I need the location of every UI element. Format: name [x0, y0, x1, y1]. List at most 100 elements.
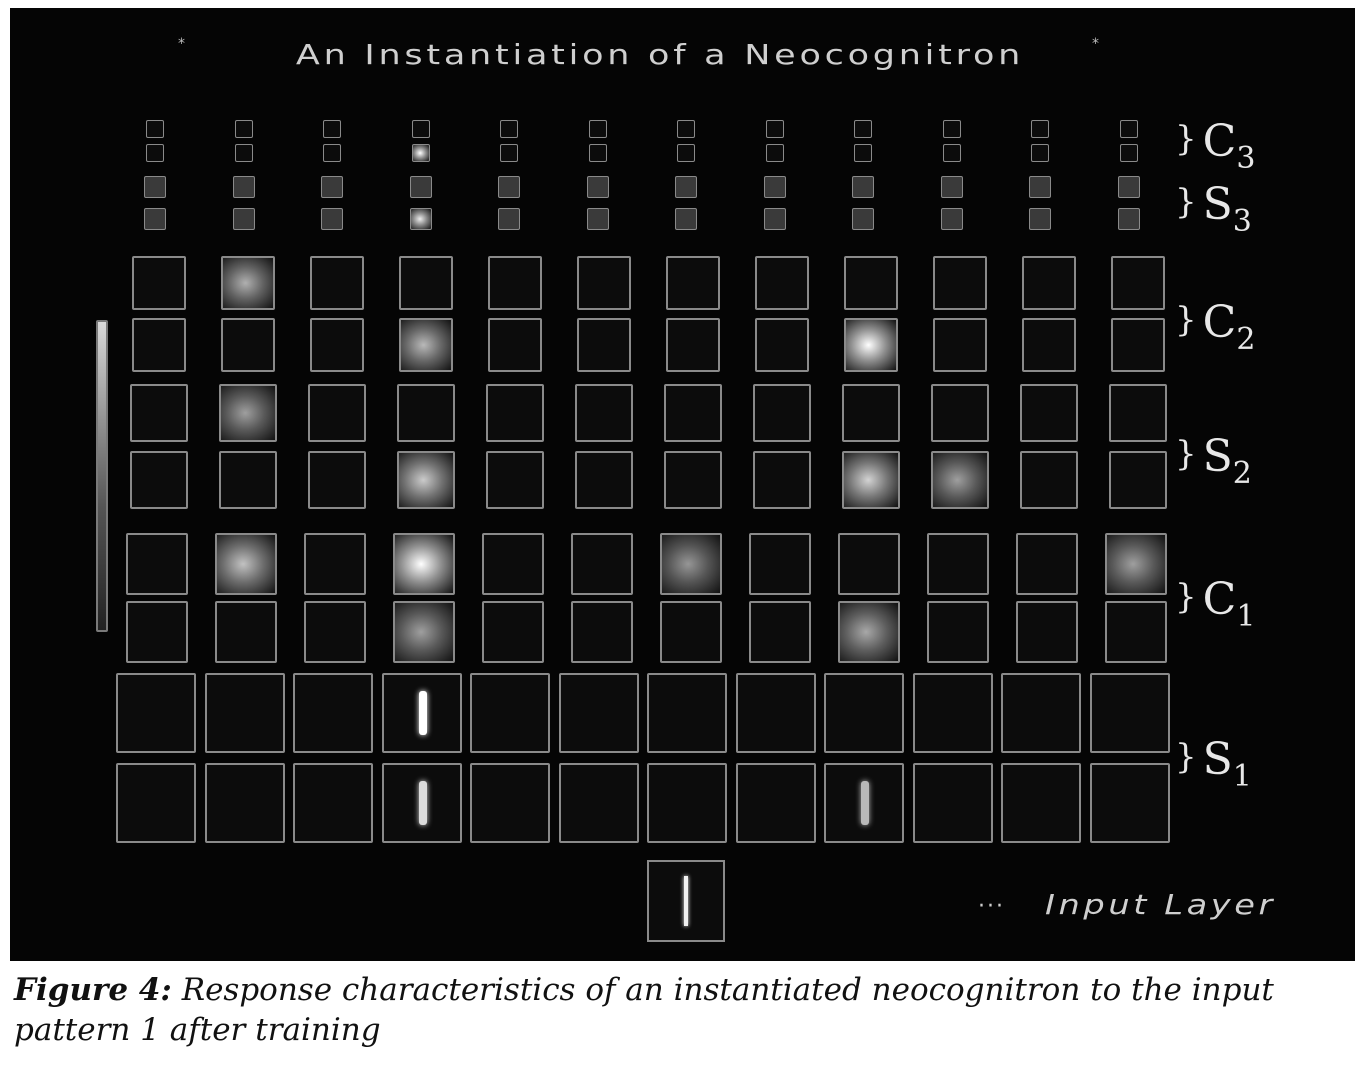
- unit-s1-r1-c1: [204, 763, 285, 843]
- unit-c2-r1-c8: [844, 318, 898, 372]
- unit-c3-r1-c1: [234, 144, 253, 162]
- figure-title: An Instantiation of a Neocognitron: [295, 38, 1025, 71]
- unit-s1-r1-c5: [558, 763, 639, 843]
- layer-label-s2: } S2: [1175, 431, 1252, 491]
- unit-c3-r1-c2: [323, 144, 341, 162]
- unit-c3-r1-c3: [411, 144, 430, 162]
- unit-c3-r0-c9: [942, 120, 961, 138]
- unit-c3-r1-c10: [1031, 144, 1049, 162]
- unit-s3-r0-c5: [586, 176, 609, 198]
- unit-s1-r1-c3: [381, 763, 462, 843]
- unit-c2-r0-c8: [844, 256, 898, 310]
- unit-c1-r1-c5: [571, 601, 633, 663]
- unit-c1-r1-c4: [482, 601, 544, 663]
- unit-c3-r0-c3: [411, 120, 430, 138]
- unit-s3-r0-c11: [1117, 176, 1140, 198]
- unit-c1-r0-c10: [1016, 533, 1078, 595]
- unit-c2-r1-c10: [1022, 318, 1076, 372]
- unit-s3-r0-c2: [321, 176, 343, 198]
- unit-s2-r1-c1: [219, 451, 277, 509]
- unit-c2-r0-c4: [488, 256, 542, 310]
- unit-c1-r0-c8: [838, 533, 900, 595]
- unit-c2-r0-c5: [577, 256, 631, 310]
- layer-label-s3: } S3: [1175, 179, 1252, 239]
- unit-s1-r1-c7: [735, 763, 816, 843]
- unit-s1-r1-c4: [470, 763, 550, 843]
- unit-s1-r1-c6: [647, 763, 727, 843]
- unit-c1-r0-c9: [927, 533, 989, 595]
- unit-s3-r0-c8: [852, 176, 874, 198]
- unit-c1-r0-c2: [304, 533, 366, 595]
- unit-s2-r0-c0: [130, 384, 188, 442]
- activation-stroke: [861, 781, 869, 825]
- unit-s1-r0-c5: [558, 673, 639, 753]
- unit-c3-r0-c1: [234, 120, 253, 138]
- unit-c1-r1-c3: [393, 601, 455, 663]
- unit-s3-r1-c0: [144, 208, 166, 230]
- star-mark-left: *: [178, 36, 185, 52]
- unit-s2-r0-c2: [308, 384, 366, 442]
- activation-stroke: [418, 781, 427, 825]
- unit-c1-r1-c7: [749, 601, 811, 663]
- unit-s2-r0-c8: [842, 384, 900, 442]
- unit-c3-r1-c5: [588, 144, 607, 162]
- activity-scale-bar: [96, 320, 108, 632]
- unit-s3-r1-c6: [675, 208, 697, 230]
- unit-c2-r1-c5: [577, 318, 631, 372]
- unit-s1-r0-c0: [116, 673, 196, 753]
- figure-caption: Figure 4: Response characteristics of an…: [14, 970, 1344, 1050]
- unit-s3-r1-c4: [498, 208, 520, 230]
- neocognitron-figure: * * An Instantiation of a Neocognitron }…: [10, 8, 1355, 961]
- unit-c1-r0-c11: [1105, 533, 1167, 595]
- unit-c1-r0-c4: [482, 533, 544, 595]
- unit-c2-r0-c7: [755, 256, 809, 310]
- unit-s2-r1-c6: [664, 451, 722, 509]
- unit-s2-r0-c7: [753, 384, 811, 442]
- unit-s3-r1-c2: [321, 208, 343, 230]
- unit-c2-r0-c11: [1111, 256, 1165, 310]
- unit-s1-r0-c2: [293, 673, 373, 753]
- unit-s2-r0-c10: [1020, 384, 1078, 442]
- unit-c3-r0-c5: [588, 120, 607, 138]
- unit-s1-r1-c2: [293, 763, 373, 843]
- unit-s1-r1-c10: [1001, 763, 1081, 843]
- unit-c1-r1-c11: [1105, 601, 1167, 663]
- unit-c1-r0-c6: [660, 533, 722, 595]
- unit-s2-r1-c7: [753, 451, 811, 509]
- unit-c2-r1-c0: [132, 318, 186, 372]
- unit-s3-r0-c9: [940, 176, 963, 198]
- unit-s2-r1-c5: [575, 451, 633, 509]
- unit-c3-r1-c7: [765, 144, 784, 162]
- unit-s2-r0-c1: [219, 384, 277, 442]
- unit-c1-r1-c6: [660, 601, 722, 663]
- unit-s3-r0-c7: [763, 176, 786, 198]
- input-layer-label: Input Layer: [1045, 888, 1276, 921]
- layer-label-c1: } C1: [1175, 574, 1256, 634]
- unit-c1-r0-c5: [571, 533, 633, 595]
- unit-s3-r1-c9: [940, 208, 963, 230]
- unit-s2-r1-c11: [1109, 451, 1167, 509]
- unit-c2-r1-c7: [755, 318, 809, 372]
- unit-s2-r1-c8: [842, 451, 900, 509]
- unit-c2-r1-c11: [1111, 318, 1165, 372]
- unit-s1-r0-c1: [204, 673, 285, 753]
- unit-s1-r1-c0: [116, 763, 196, 843]
- unit-c1-r0-c1: [215, 533, 277, 595]
- unit-c2-r1-c6: [666, 318, 720, 372]
- unit-c3-r1-c4: [500, 144, 518, 162]
- unit-s1-r0-c8: [824, 673, 904, 753]
- unit-c1-r0-c7: [749, 533, 811, 595]
- unit-c3-r0-c0: [146, 120, 164, 138]
- star-mark-right: *: [1092, 36, 1099, 52]
- unit-s3-r0-c10: [1029, 176, 1051, 198]
- layer-label-c3: } C3: [1175, 116, 1256, 176]
- unit-c2-r0-c6: [666, 256, 720, 310]
- unit-c2-r0-c10: [1022, 256, 1076, 310]
- unit-s3-r1-c7: [763, 208, 786, 230]
- unit-c3-r0-c4: [500, 120, 518, 138]
- unit-s3-r0-c1: [232, 176, 255, 198]
- unit-c3-r1-c6: [677, 144, 695, 162]
- unit-c3-r0-c8: [854, 120, 872, 138]
- unit-s1-r0-c6: [647, 673, 727, 753]
- unit-c2-r1-c1: [221, 318, 275, 372]
